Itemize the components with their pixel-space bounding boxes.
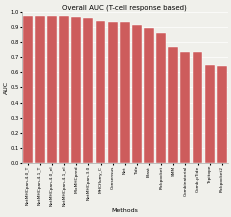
Bar (180, 52, 190, 163)
Bar (204, 65, 214, 163)
Bar (216, 66, 226, 163)
Bar (192, 52, 202, 163)
Bar (95, 21, 105, 163)
Bar (119, 22, 129, 163)
Y-axis label: AUC: AUC (4, 81, 9, 94)
Title: Overall AUC (T-cell response based): Overall AUC (T-cell response based) (62, 4, 186, 11)
Bar (47, 16, 57, 163)
X-axis label: Methods: Methods (111, 208, 138, 213)
Bar (71, 17, 81, 163)
Bar (35, 16, 45, 163)
Bar (143, 28, 153, 163)
Bar (59, 16, 69, 163)
Bar (23, 16, 33, 163)
Bar (131, 25, 141, 163)
Bar (155, 33, 165, 163)
Bar (167, 46, 177, 163)
Bar (83, 18, 93, 163)
Bar (107, 22, 117, 163)
